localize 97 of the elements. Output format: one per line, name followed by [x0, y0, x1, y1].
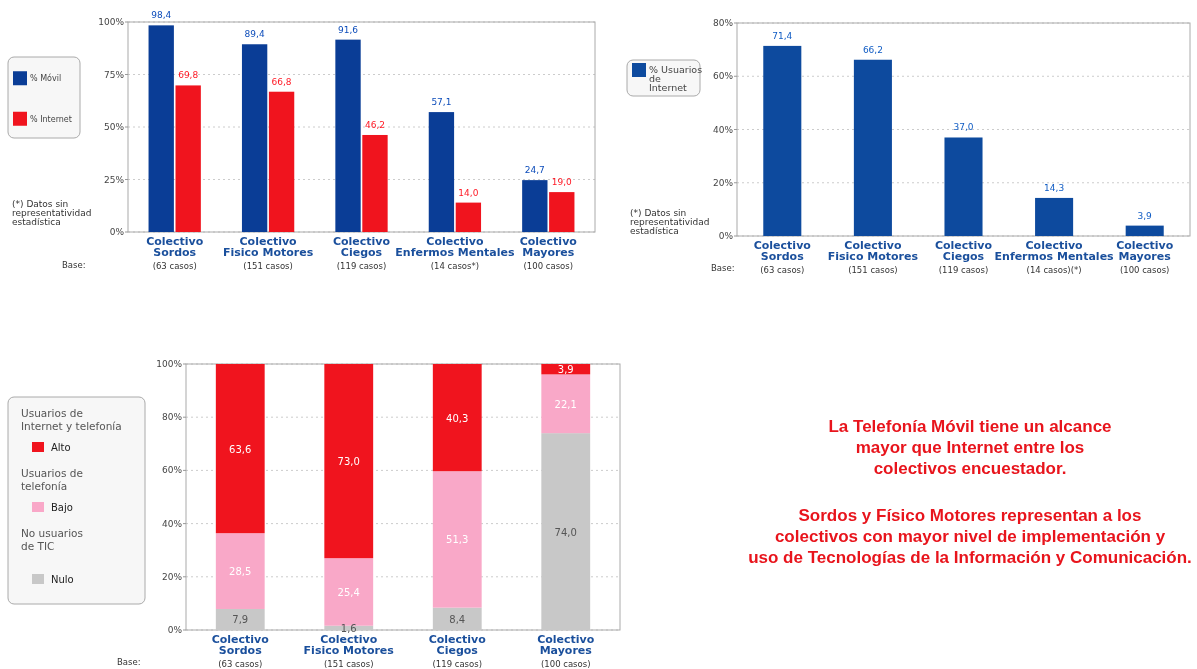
x-tick-label: Colectivo Enfermos Mentales (14 casos*): [395, 235, 515, 271]
bar: [175, 85, 201, 232]
y-tick-label: 80%: [161, 412, 183, 423]
y-tick-label: 0%: [718, 231, 734, 241]
data-label: 7,9: [232, 614, 249, 626]
text: Base:: [62, 260, 86, 270]
bar: [428, 112, 455, 232]
legend-label: Nulo: [51, 574, 74, 585]
data-label: 3,9: [557, 364, 574, 376]
bar: [324, 558, 374, 626]
x-tick-label: Colectivo Ciegos (119 casos): [332, 235, 391, 271]
bar: [522, 180, 548, 232]
bar: [549, 192, 575, 232]
x-tick-label: Colectivo Sordos (63 casos): [211, 633, 270, 669]
data-label: 98,4: [151, 10, 172, 21]
text: Base:: [711, 263, 735, 273]
data-label: 71,4: [772, 30, 793, 41]
legend-label: % Internet: [30, 114, 72, 124]
bar: [335, 39, 361, 232]
text: La Telefonía Móvil tiene un alcance mayor que Internet entre los colectivos encuestador.: [828, 417, 1112, 478]
data-label: 40,3: [446, 412, 469, 424]
bar: [541, 374, 591, 434]
y-tick-label: 0%: [109, 227, 125, 237]
bar: [455, 202, 482, 232]
y-tick-label: 0%: [167, 625, 183, 635]
data-label: 14,0: [458, 187, 479, 198]
text: Usuarios de Internet y telefonía: [21, 407, 122, 432]
y-tick-label: 20%: [712, 177, 734, 188]
bar: [324, 364, 374, 559]
bar: [268, 91, 295, 232]
data-label: 73,0: [337, 456, 360, 468]
y-tick-label: 75%: [103, 69, 125, 80]
data-label: 1,6: [340, 622, 357, 634]
x-tick-label: Colectivo Fisico Motores (151 casos): [222, 235, 314, 271]
data-label: 22,1: [554, 398, 577, 410]
data-label: 8,4: [449, 613, 466, 625]
data-label: 25,4: [337, 586, 360, 598]
data-label: 69,8: [178, 70, 199, 81]
data-label: 66,8: [271, 76, 292, 87]
y-tick-label: 40%: [161, 518, 183, 529]
x-tick-label: Colectivo Fisico Motores (151 casos): [827, 239, 919, 275]
legend-label: % Móvil: [30, 73, 62, 84]
data-label: 66,2: [862, 44, 883, 55]
y-tick-label: 40%: [712, 124, 734, 135]
bar: [241, 44, 268, 232]
bar: [432, 471, 482, 608]
data-label: 28,5: [229, 566, 252, 578]
legend-label: Bajo: [51, 502, 73, 513]
y-tick-label: 60%: [161, 465, 183, 476]
legend-label: % Usuarios de Internet: [649, 64, 703, 93]
x-tick-label: Colectivo Mayores (100 casos): [537, 633, 595, 669]
data-label: 74,0: [554, 526, 577, 538]
data-label: 3,9: [1137, 210, 1153, 221]
text: Base:: [117, 657, 141, 667]
bar: [148, 25, 174, 232]
y-tick-label: 20%: [161, 571, 183, 582]
data-label: 63,6: [229, 443, 252, 455]
data-label: 19,0: [551, 177, 573, 188]
bar: [1035, 197, 1074, 236]
bar: [763, 45, 802, 236]
x-tick-label: Colectivo Sordos (63 casos): [146, 235, 204, 271]
bar: [215, 608, 265, 630]
x-tick-label: Colectivo Fisico Motores (151 casos): [303, 633, 395, 669]
data-label: 91,6: [338, 24, 359, 35]
text: (*) Datos sin representatividad estadística: [12, 199, 92, 227]
text: Sordos y Físico Motores representan a los colectivos con mayor nivel de implementación y uso de Tecnologías de la Información y Comunicación.: [748, 506, 1192, 567]
y-tick-label: 100%: [98, 17, 125, 27]
data-label: 46,2: [364, 119, 385, 130]
x-tick-label: Colectivo Ciegos (119 casos): [428, 633, 487, 669]
bar: [215, 533, 265, 609]
y-tick-label: 100%: [156, 359, 183, 369]
bar: [1125, 225, 1164, 236]
y-tick-label: 80%: [712, 18, 734, 28]
bar: [853, 59, 892, 236]
data-label: 51,3: [446, 534, 469, 546]
y-tick-label: 50%: [103, 122, 125, 132]
text: No usuarios de TIC: [21, 527, 83, 552]
x-tick-label: Colectivo Ciegos (119 casos): [934, 239, 993, 275]
bar: [362, 134, 388, 232]
data-label: 24,7: [524, 165, 545, 176]
y-tick-label: 25%: [103, 174, 125, 185]
data-label: 89,4: [244, 29, 265, 40]
data-label: 37,0: [953, 122, 974, 133]
text: Usuarios de telefonía: [21, 467, 83, 492]
data-label: 57,1: [431, 97, 452, 108]
bar: [432, 607, 482, 630]
bar: [944, 137, 983, 236]
bar: [215, 364, 265, 534]
x-tick-label: Colectivo Mayores (100 casos): [1116, 239, 1174, 275]
bar: [432, 364, 482, 472]
text: (*) Datos sin representatividad estadística: [630, 208, 710, 236]
y-tick-label: 60%: [712, 71, 734, 82]
legend-label: Alto: [51, 442, 71, 453]
data-label: 14,3: [1044, 182, 1065, 193]
x-tick-label: Colectivo Sordos (63 casos): [753, 239, 812, 275]
x-tick-label: Colectivo Enfermos Mentales (14 casos)(*): [994, 239, 1115, 275]
x-tick-label: Colectivo Mayores (100 casos): [519, 235, 578, 271]
